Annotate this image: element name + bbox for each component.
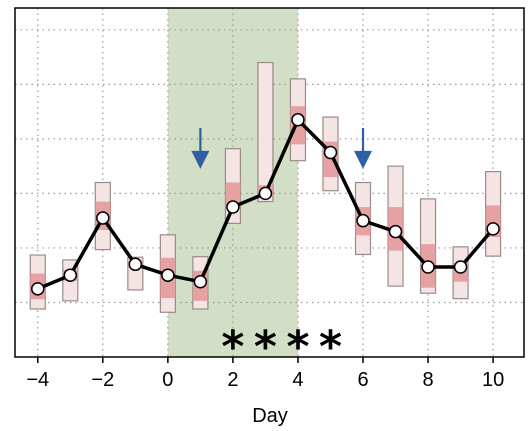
x-tick-label: 6 [357, 369, 368, 391]
box-inner [225, 182, 241, 208]
data-point [63, 268, 78, 282]
x-tick-label: 0 [162, 369, 173, 391]
arrow-markers [191, 127, 373, 169]
x-tick-label: −4 [26, 369, 49, 391]
plot-border [14, 7, 525, 358]
x-tick-label: 10 [482, 369, 504, 391]
data-point [291, 113, 305, 127]
x-tick-label: 8 [422, 369, 433, 391]
data-point [161, 268, 175, 282]
data-point [421, 260, 435, 274]
significance-star: * [286, 321, 309, 372]
x-tick-label: 2 [227, 369, 238, 391]
data-point [96, 211, 110, 225]
significance-annotations: * * * * [221, 321, 342, 372]
data-point [453, 260, 468, 274]
box-outer [257, 61, 274, 203]
data-point [486, 222, 500, 236]
significance-star: * [221, 321, 244, 372]
x-axis-label: Day [252, 405, 288, 427]
data-point [193, 274, 208, 289]
significance-star: * [319, 321, 342, 372]
arrow-icon [191, 150, 210, 169]
significance-star: * [254, 321, 277, 372]
data-point [258, 186, 273, 201]
plot-frame [14, 7, 525, 358]
data-point [388, 224, 403, 239]
data-point [356, 213, 370, 228]
x-axis-ticks: −4 −2 0 2 4 6 8 10 [26, 357, 504, 391]
arrow-icon [354, 150, 373, 169]
data-point [31, 282, 45, 296]
series-line-group [31, 113, 500, 296]
data-point [226, 200, 240, 214]
x-tick-label: −2 [91, 369, 114, 391]
data-point [323, 145, 338, 160]
x-tick-label: 4 [292, 369, 303, 391]
data-point [128, 257, 143, 272]
